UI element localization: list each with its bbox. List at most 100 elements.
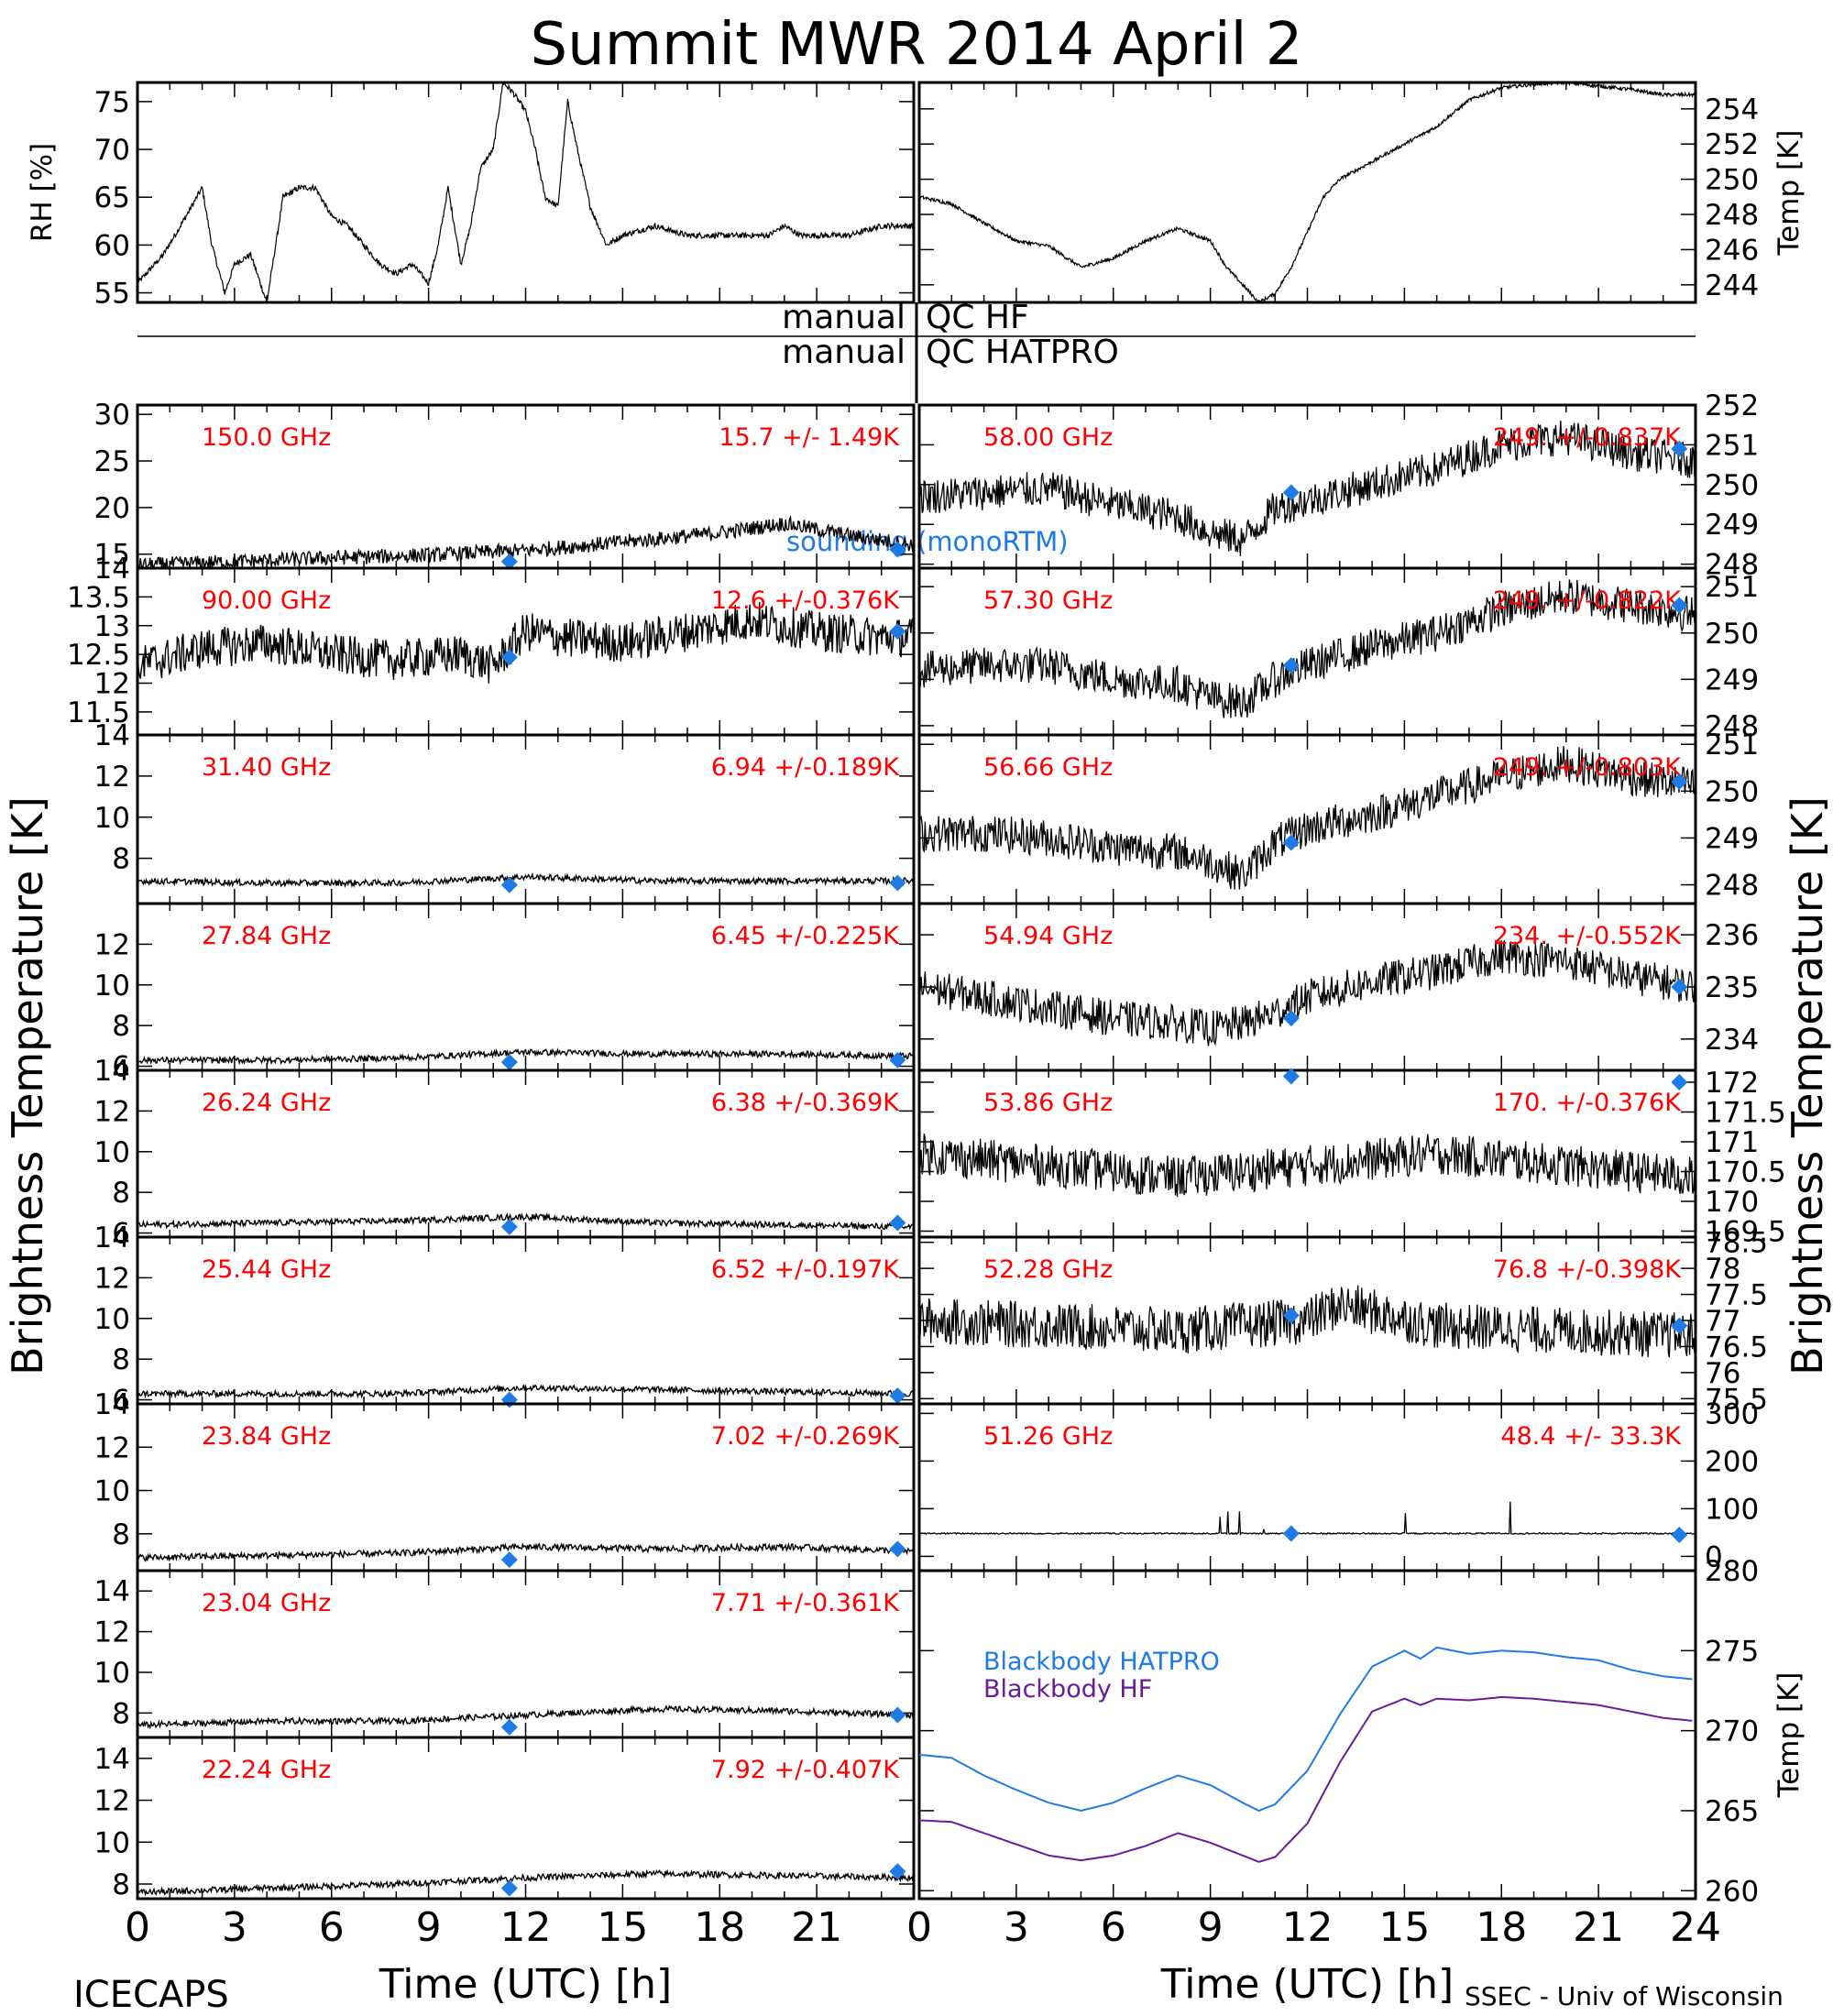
data-trace — [918, 80, 1696, 304]
y-tick-label: 12 — [94, 1785, 130, 1818]
y-tick-label: 265 — [1705, 1795, 1759, 1828]
y-tick-label: 14 — [94, 1222, 130, 1255]
data-trace — [137, 82, 915, 304]
y-tick-label: 70 — [94, 134, 130, 167]
y-tick-label: 78.5 — [1705, 1227, 1768, 1260]
panel-frame — [136, 81, 916, 304]
data-trace — [137, 871, 915, 889]
panel-frame — [917, 81, 1697, 304]
y-tick-label: 249 — [1705, 822, 1759, 855]
sounding-marker — [889, 1863, 906, 1880]
x-tick-label: 18 — [694, 1904, 745, 1951]
frequency-label: 31.40 GHz — [202, 753, 331, 782]
sounding-marker — [889, 1387, 906, 1405]
sounding-marker — [500, 553, 518, 570]
y-tick-label: 10 — [94, 1826, 130, 1859]
panel-bt56_66: 248 249 250 251 56.66 GHz 249. +/-0.803K — [917, 729, 1759, 905]
y-tick-label: 170.5 — [1705, 1156, 1786, 1189]
x-tick-label: 6 — [1101, 1904, 1126, 1951]
x-tick-label: 0 — [125, 1904, 150, 1951]
y-tick-label: 13 — [94, 610, 130, 643]
panel-frame — [917, 1569, 1697, 1901]
y-tick-label: 244 — [1705, 269, 1759, 302]
y-axis-label: Temp [K] — [1773, 130, 1806, 257]
y-axis-label: Temp [K] — [1773, 1672, 1806, 1799]
panel-bt150: 15 20 25 30 150.0 GHz 15.7 +/- 1.49K — [94, 399, 916, 572]
y-tick-label: 6 — [112, 1385, 130, 1418]
y-tick-label: 251 — [1705, 571, 1759, 604]
y-tick-label: 10 — [94, 1475, 130, 1508]
y-tick-label: 172 — [1705, 1067, 1759, 1100]
frequency-label: 23.04 GHz — [202, 1589, 331, 1617]
y-tick-label: 8 — [112, 1343, 130, 1376]
sounding-marker — [1282, 1068, 1300, 1085]
y-tick-label: 8 — [112, 1697, 130, 1730]
y-tick-label: 8 — [112, 1518, 130, 1551]
y-tick-label: 248 — [1705, 549, 1759, 582]
sounding-marker — [1282, 1010, 1300, 1027]
y-tick-label: 78 — [1705, 1253, 1740, 1286]
stats-label: 7.92 +/-0.407K — [711, 1756, 900, 1784]
stats-label: 6.45 +/-0.225K — [711, 922, 900, 950]
y-tick-label: 260 — [1705, 1875, 1759, 1908]
data-trace — [918, 579, 1696, 718]
frequency-label: 56.66 GHz — [983, 753, 1113, 782]
frequency-label: 25.44 GHz — [202, 1255, 331, 1284]
y-tick-label: 60 — [94, 229, 130, 262]
y-tick-label: 169.5 — [1705, 1216, 1786, 1249]
y-tick-label: 14 — [94, 719, 130, 752]
frequency-label: 150.0 GHz — [202, 423, 331, 452]
sounding-marker — [500, 1551, 518, 1569]
y-tick-label: 250 — [1705, 775, 1759, 808]
frequency-label: 51.26 GHz — [983, 1422, 1113, 1451]
sounding-marker — [1282, 1307, 1300, 1324]
y-tick-label: 8 — [112, 1010, 130, 1043]
y-tick-label: 200 — [1705, 1445, 1759, 1478]
y-tick-label: 8 — [112, 1868, 130, 1901]
sounding-marker — [500, 649, 518, 666]
x-tick-label: 6 — [319, 1904, 345, 1951]
x-tick-label: 24 — [1670, 1904, 1721, 1951]
y-tick-label: 75 — [94, 86, 130, 119]
x-tick-label: 0 — [906, 1904, 932, 1951]
x-tick-label: 9 — [1198, 1904, 1224, 1951]
sounding-marker — [500, 1218, 518, 1235]
x-tick-label: 21 — [791, 1904, 842, 1951]
x-tick-label: 18 — [1476, 1904, 1527, 1951]
stats-label: 48.4 +/- 33.3K — [1500, 1422, 1682, 1451]
sounding-marker — [889, 874, 906, 892]
y-tick-label: 275 — [1705, 1635, 1759, 1668]
y-tick-label: 12 — [94, 668, 130, 701]
data-trace — [918, 1501, 1696, 1536]
y-tick-label: 13.5 — [67, 581, 130, 614]
sounding-marker — [1671, 1527, 1688, 1543]
y-tick-label: 15 — [94, 539, 130, 572]
x-tick-label: 15 — [1378, 1904, 1430, 1951]
x-tick-label: 3 — [1004, 1904, 1029, 1951]
y-tick-label: 12 — [94, 1262, 130, 1295]
panel-rh: 55 60 65 70 75 RH [%] — [26, 81, 916, 311]
sounding-marker — [500, 1391, 518, 1408]
data-trace — [137, 1211, 915, 1231]
panel-bt25: 6 8 10 12 14 25.44 GHz 6.52 +/-0.197K — [94, 1222, 916, 1418]
y-tick-label: 250 — [1705, 618, 1759, 651]
bt-ylabel-right: Brightness Temperature [K] — [1783, 796, 1832, 1375]
y-tick-label: 280 — [1705, 1555, 1759, 1588]
figure-title: Summit MWR 2014 April 2 — [531, 11, 1303, 79]
y-tick-label: 270 — [1705, 1715, 1759, 1748]
qc-label-right-hatpro: QC HATPRO — [926, 334, 1119, 371]
data-trace — [918, 939, 1696, 1046]
sounding-marker — [889, 1051, 906, 1068]
stats-label: 6.94 +/-0.189K — [711, 753, 900, 782]
y-tick-label: 12 — [94, 1616, 130, 1649]
y-tick-label: 235 — [1705, 971, 1759, 1004]
panel-bt27: 6 8 10 12 27.84 GHz 6.45 +/-0.225K — [94, 902, 916, 1084]
y-tick-label: 248 — [1705, 870, 1759, 903]
data-trace — [137, 1868, 915, 1897]
y-tick-label: 251 — [1705, 429, 1759, 462]
frequency-label: 23.84 GHz — [202, 1422, 331, 1451]
y-tick-label: 254 — [1705, 93, 1759, 126]
y-tick-label: 77.5 — [1705, 1279, 1768, 1312]
bt-ylabel-left: Brightness Temperature [K] — [3, 796, 52, 1375]
